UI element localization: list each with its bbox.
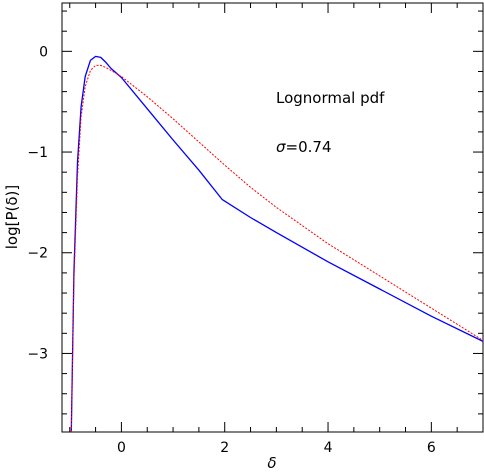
x-tick-label: 0 — [117, 440, 126, 456]
series-line-blue-solid — [70, 55, 483, 432]
x-tick-label: 2 — [220, 440, 229, 456]
sigma-annotation: σ=0.74 — [276, 138, 331, 156]
series-layer — [70, 55, 483, 432]
y-tick-label: −2 — [27, 246, 48, 262]
x-axis-label: δ — [267, 454, 276, 472]
pdf-annotation: Lognormal pdf — [276, 89, 385, 107]
y-tick-label: −3 — [27, 346, 48, 362]
series-line-red-dashed — [70, 64, 483, 432]
sigma-value: =0.74 — [286, 138, 332, 156]
y-tick-label: −1 — [27, 145, 48, 161]
sigma-symbol: σ — [276, 138, 286, 156]
x-tick-label: 4 — [324, 440, 333, 456]
plot-frame — [61, 2, 484, 433]
x-tick-label: 6 — [427, 440, 436, 456]
ticks — [62, 3, 484, 432]
tick-labels: 0 2 4 6 0 −1 −2 −3 — [27, 44, 436, 456]
y-axis-label: log[P(δ)] — [3, 185, 21, 250]
y-tick-label: 0 — [39, 44, 48, 60]
